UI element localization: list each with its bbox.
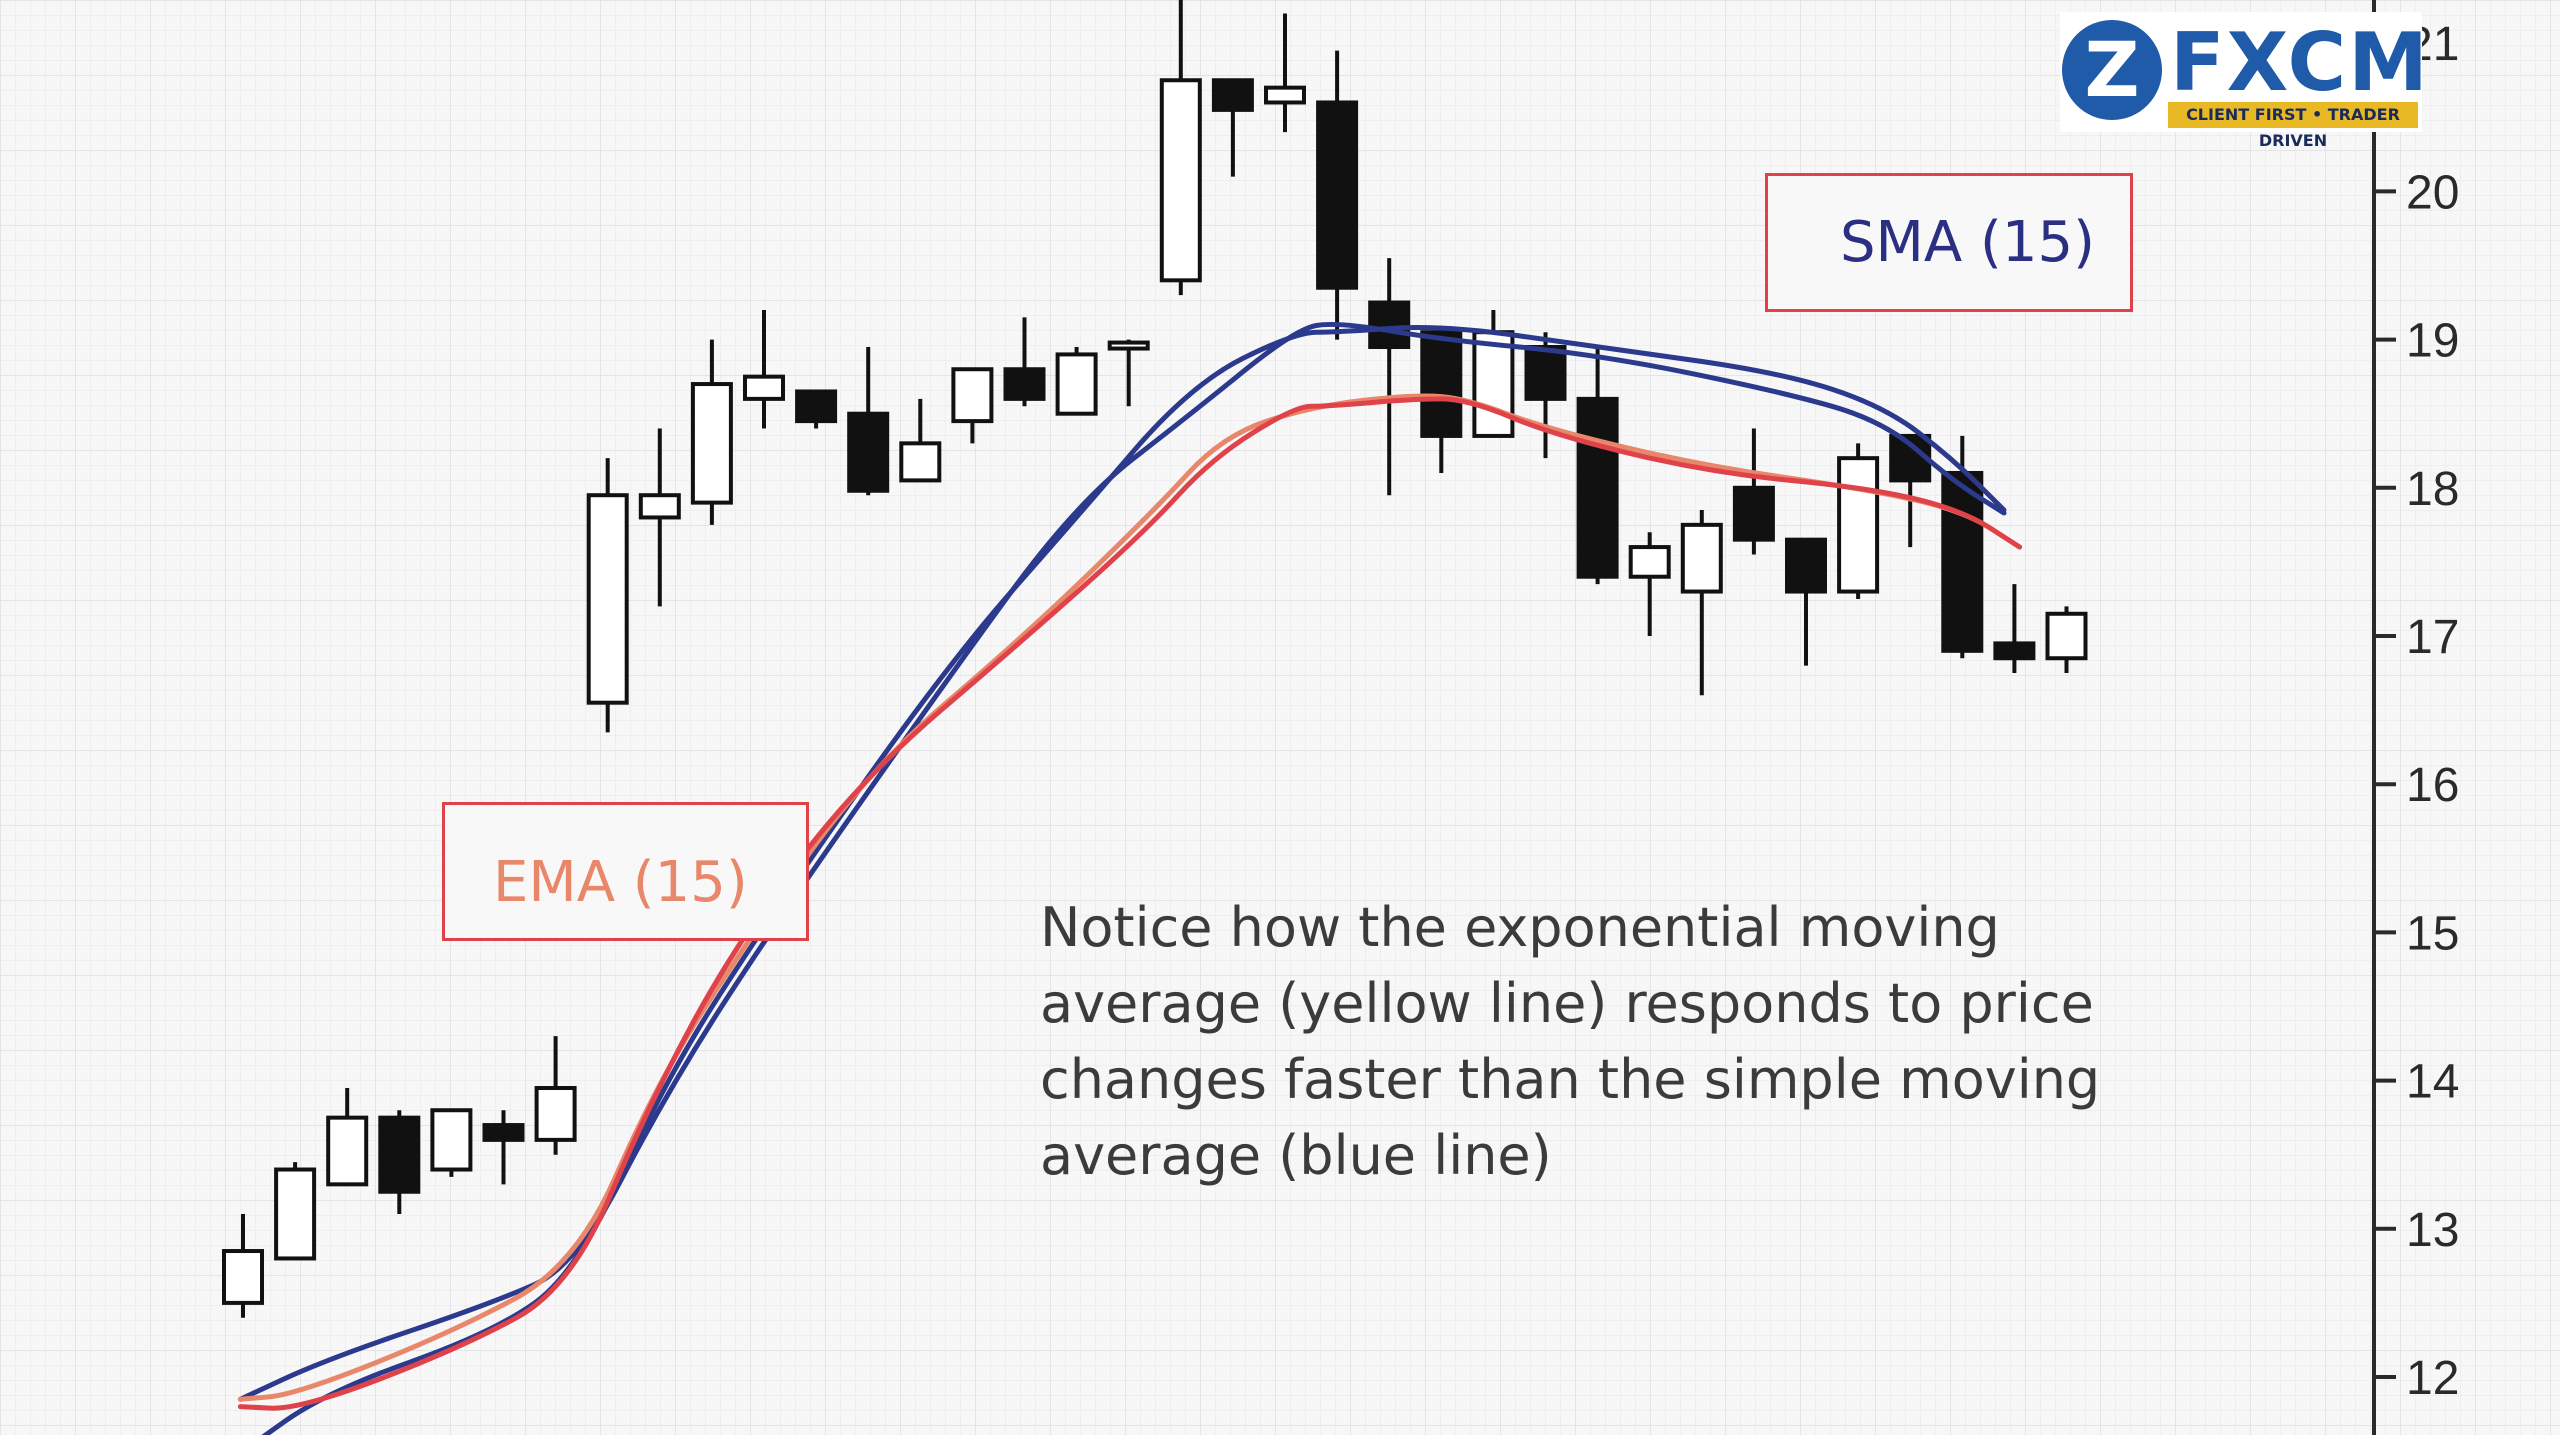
candle-body <box>534 1086 577 1142</box>
candle-body <box>1420 330 1463 438</box>
candle-body <box>847 411 890 493</box>
fxcm-logo-mark-icon: Z <box>2062 20 2162 120</box>
candles <box>222 0 2088 1318</box>
candle-body <box>1524 345 1567 401</box>
y-tick-label: 15 <box>2406 907 2459 960</box>
candle-body <box>1211 78 1254 112</box>
candle-body <box>951 367 994 424</box>
y-tick-label: 17 <box>2406 611 2459 664</box>
fxcm-logo: Z FXCM CLIENT FIRST • TRADER DRIVEN <box>2060 12 2428 150</box>
candle-body <box>1576 396 1619 579</box>
candle-body <box>1680 522 1723 594</box>
candle-body <box>1264 85 1306 105</box>
candle-body <box>1159 78 1202 283</box>
candle-body <box>690 382 733 505</box>
candle-body <box>586 493 629 705</box>
y-tick-label: 19 <box>2406 315 2459 368</box>
sma-label: SMA (15) <box>1765 173 2133 312</box>
series-line-2 <box>237 393 2023 1402</box>
candle-body <box>1941 470 1984 653</box>
fxcm-logo-text: FXCM <box>2170 16 2430 109</box>
ema-label: EMA (15) <box>442 802 809 941</box>
candle-body <box>1628 545 1671 579</box>
y-tick-label: 20 <box>2406 166 2459 219</box>
y-tick-label: 12 <box>2406 1352 2459 1405</box>
candle-body <box>378 1115 421 1194</box>
candle-body <box>1732 485 1775 542</box>
candle-body <box>326 1115 369 1187</box>
candle-body <box>1003 367 1046 401</box>
fxcm-tagline: CLIENT FIRST • TRADER DRIVEN <box>2168 102 2418 150</box>
candle-body <box>795 389 838 424</box>
candle-body <box>743 374 785 401</box>
series-line-3 <box>237 396 2023 1411</box>
candle-body <box>1368 300 1411 350</box>
candle-body <box>2045 611 2088 661</box>
candle-body <box>1837 456 1880 594</box>
y-tick-label: 16 <box>2406 759 2459 812</box>
y-tick-label: 13 <box>2406 1204 2459 1257</box>
candle-body <box>638 493 681 520</box>
candle-body <box>1107 340 1150 351</box>
candle-body <box>899 441 942 483</box>
candle-body <box>1785 537 1827 594</box>
candle-body <box>1993 641 2036 661</box>
annotation-note: Notice how the exponential moving averag… <box>1040 896 2101 1187</box>
y-tick-label: 14 <box>2406 1056 2459 1109</box>
candle-body <box>222 1249 264 1305</box>
candle-body <box>1472 330 1515 438</box>
candle-body <box>482 1123 525 1142</box>
candle-body <box>1316 100 1359 290</box>
candle-body <box>430 1108 473 1172</box>
y-tick-label: 18 <box>2406 463 2459 516</box>
candle-body <box>1055 352 1098 416</box>
moving-average-lines <box>237 321 2023 1435</box>
candle-body <box>274 1167 317 1261</box>
